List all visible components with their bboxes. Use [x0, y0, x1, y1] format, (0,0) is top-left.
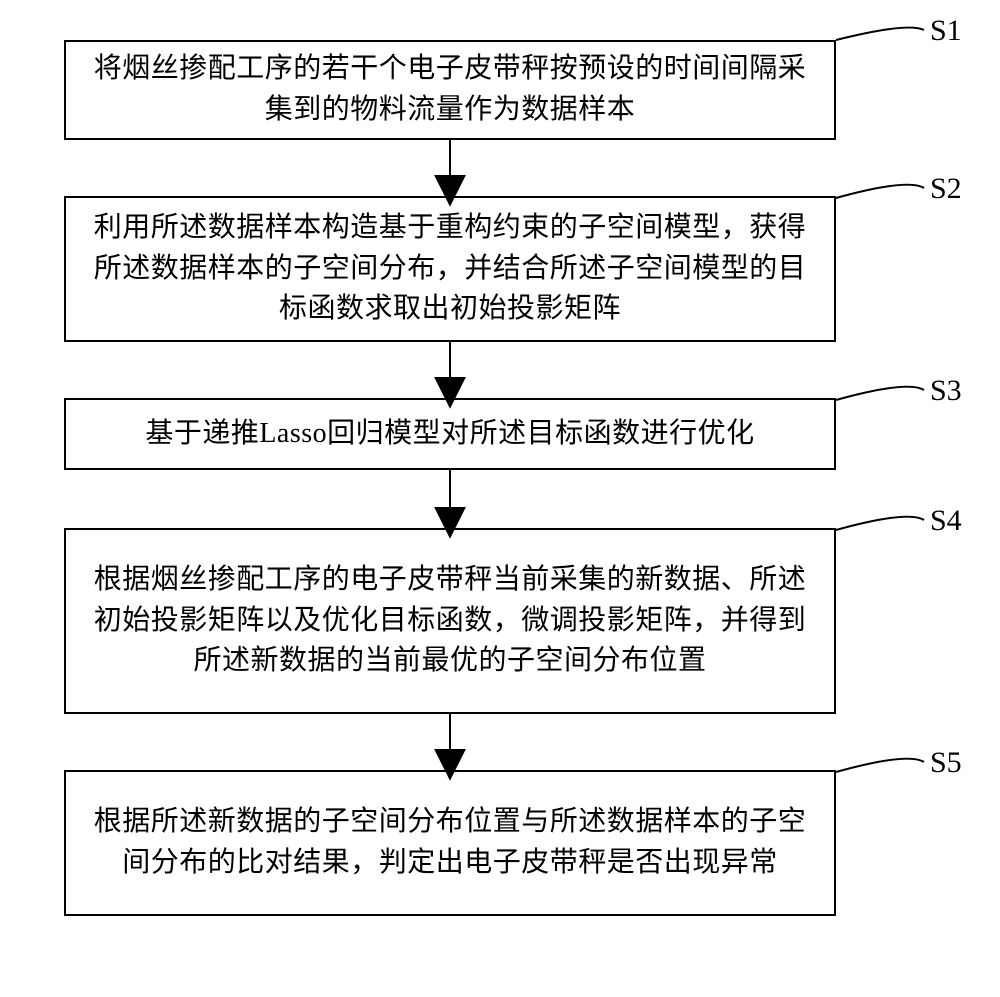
step-box-s4: 根据烟丝掺配工序的电子皮带秤当前采集的新数据、所述初始投影矩阵以及优化目标函数，… [64, 528, 836, 714]
leader-s5 [836, 759, 924, 772]
step-box-s5: 根据所述新数据的子空间分布位置与所述数据样本的子空间分布的比对结果，判定出电子皮… [64, 770, 836, 916]
step-box-s1: 将烟丝掺配工序的若干个电子皮带秤按预设的时间间隔采集到的物料流量作为数据样本 [64, 40, 836, 140]
step-box-s2: 利用所述数据样本构造基于重构约束的子空间模型，获得所述数据样本的子空间分布，并结… [64, 196, 836, 342]
leader-s1 [836, 28, 924, 40]
leader-s2 [836, 185, 924, 198]
step-text-s1: 将烟丝掺配工序的若干个电子皮带秤按预设的时间间隔采集到的物料流量作为数据样本 [86, 49, 814, 130]
flowchart-canvas: 将烟丝掺配工序的若干个电子皮带秤按预设的时间间隔采集到的物料流量作为数据样本 S… [0, 0, 1000, 997]
step-text-s4: 根据烟丝掺配工序的电子皮带秤当前采集的新数据、所述初始投影矩阵以及优化目标函数，… [86, 560, 814, 682]
step-text-s5: 根据所述新数据的子空间分布位置与所述数据样本的子空间分布的比对结果，判定出电子皮… [86, 802, 814, 883]
leader-s4 [836, 517, 924, 530]
leader-s3 [836, 387, 924, 400]
step-label-s3: S3 [930, 374, 962, 408]
step-text-s3: 基于递推Lasso回归模型对所述目标函数进行优化 [145, 414, 754, 455]
step-label-s5: S5 [930, 746, 962, 780]
step-label-s1: S1 [930, 14, 962, 48]
step-label-s2: S2 [930, 172, 962, 206]
step-text-s2: 利用所述数据样本构造基于重构约束的子空间模型，获得所述数据样本的子空间分布，并结… [86, 208, 814, 330]
step-box-s3: 基于递推Lasso回归模型对所述目标函数进行优化 [64, 398, 836, 470]
step-label-s4: S4 [930, 504, 962, 538]
